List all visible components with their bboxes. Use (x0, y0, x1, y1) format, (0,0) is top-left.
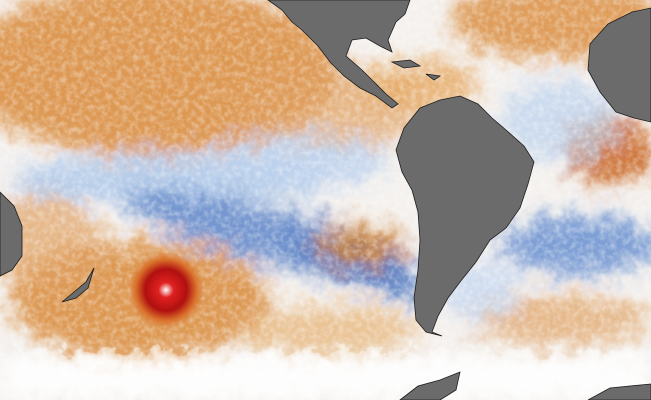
north-america (267, 0, 411, 109)
warm-anomaly-core (128, 252, 204, 328)
south-america (395, 95, 535, 337)
africa (587, 7, 651, 123)
australia (0, 191, 23, 277)
antarctic-peninsula (399, 371, 461, 400)
caribbean (390, 59, 442, 81)
new-zealand (61, 267, 95, 303)
antarctica (587, 383, 651, 400)
